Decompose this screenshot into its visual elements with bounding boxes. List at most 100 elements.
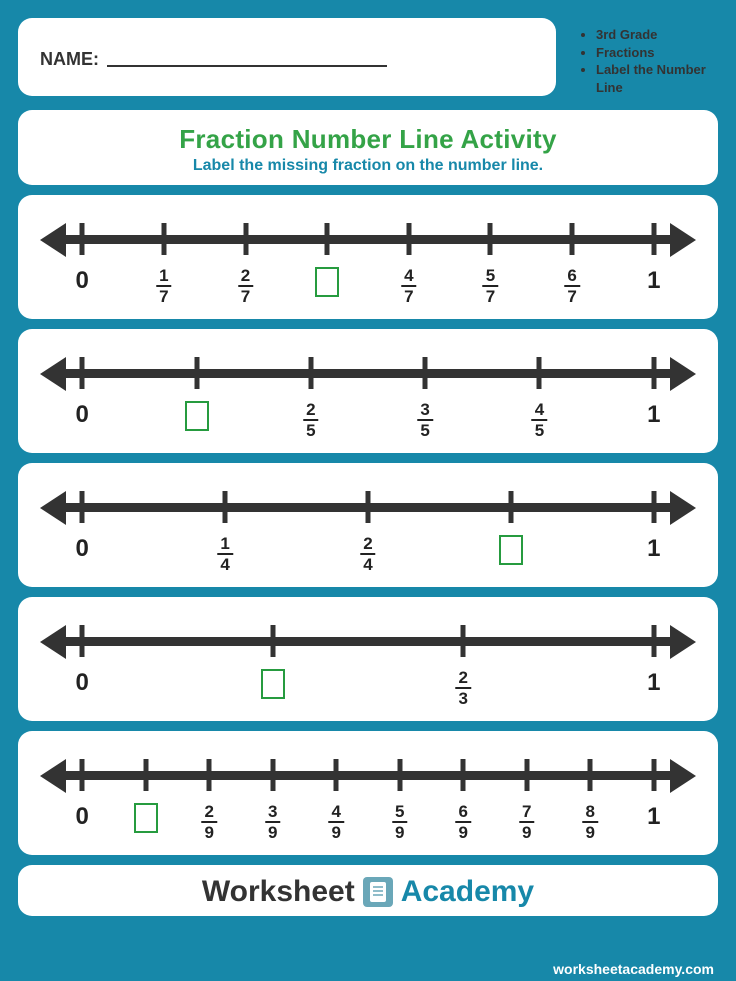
answer-blank[interactable] bbox=[261, 669, 285, 699]
endpoint-label: 1 bbox=[647, 401, 660, 429]
tick-mark bbox=[651, 223, 656, 255]
number-line-panel: 0 14 24 1 bbox=[18, 463, 718, 587]
endpoint-label: 1 bbox=[647, 267, 660, 295]
endpoint-label: 1 bbox=[647, 669, 660, 697]
endpoint-label: 1 bbox=[647, 803, 660, 831]
fraction-label: 79 bbox=[519, 803, 534, 841]
activity-title: Fraction Number Line Activity bbox=[28, 124, 708, 155]
number-line-panels: 0172747576710253545101424102310293949596… bbox=[18, 195, 718, 855]
arrow-left-icon bbox=[40, 223, 66, 257]
tick-mark bbox=[461, 625, 466, 657]
worksheet-icon bbox=[363, 877, 393, 907]
number-line bbox=[64, 347, 672, 397]
number-line-panel: 02535451 bbox=[18, 329, 718, 453]
answer-blank[interactable] bbox=[315, 267, 339, 297]
fraction-label: 25 bbox=[303, 401, 318, 439]
tick-mark bbox=[194, 357, 199, 389]
name-input-line[interactable] bbox=[107, 51, 387, 67]
tick-mark bbox=[461, 759, 466, 791]
activity-subtitle: Label the missing fraction on the number… bbox=[28, 157, 708, 175]
tick-mark bbox=[651, 491, 656, 523]
footer-url: worksheetacademy.com bbox=[553, 961, 714, 977]
number-line-panel: 0293949596979891 bbox=[18, 731, 718, 855]
tick-mark bbox=[508, 491, 513, 523]
fraction-label: 69 bbox=[456, 803, 471, 841]
fraction-label: 67 bbox=[564, 267, 579, 305]
meta-item: Label the Number Line bbox=[596, 61, 712, 96]
arrow-left-icon bbox=[40, 759, 66, 793]
tick-mark bbox=[397, 759, 402, 791]
header-row: NAME: 3rd Grade Fractions Label the Numb… bbox=[18, 18, 718, 96]
fraction-label: 39 bbox=[265, 803, 280, 841]
number-line-labels: 0293949596979891 bbox=[64, 803, 672, 843]
tick-mark bbox=[80, 491, 85, 523]
number-line bbox=[64, 481, 672, 531]
answer-blank[interactable] bbox=[185, 401, 209, 431]
endpoint-label: 1 bbox=[647, 535, 660, 563]
arrow-right-icon bbox=[670, 357, 696, 391]
fraction-label: 27 bbox=[238, 267, 253, 305]
number-line-panel: 017274757671 bbox=[18, 195, 718, 319]
tick-mark bbox=[223, 491, 228, 523]
endpoint-label: 0 bbox=[76, 401, 89, 429]
tick-mark bbox=[488, 223, 493, 255]
tick-mark bbox=[537, 357, 542, 389]
tick-mark bbox=[270, 759, 275, 791]
meta-item: 3rd Grade bbox=[596, 26, 712, 44]
tick-mark bbox=[651, 759, 656, 791]
name-box: NAME: bbox=[18, 18, 556, 96]
tick-mark bbox=[334, 759, 339, 791]
tick-mark bbox=[325, 223, 330, 255]
fraction-label: 14 bbox=[217, 535, 232, 573]
endpoint-label: 0 bbox=[76, 267, 89, 295]
tick-mark bbox=[406, 223, 411, 255]
arrow-left-icon bbox=[40, 357, 66, 391]
name-label: NAME: bbox=[40, 49, 99, 70]
arrow-right-icon bbox=[670, 625, 696, 659]
number-line-panel: 0 23 1 bbox=[18, 597, 718, 721]
meta-list: 3rd Grade Fractions Label the Number Lin… bbox=[568, 18, 718, 96]
fraction-label: 24 bbox=[360, 535, 375, 573]
activity-header: Fraction Number Line Activity Label the … bbox=[18, 110, 718, 185]
number-line-bar bbox=[64, 235, 672, 244]
tick-mark bbox=[308, 357, 313, 389]
number-line bbox=[64, 749, 672, 799]
tick-mark bbox=[423, 357, 428, 389]
answer-blank[interactable] bbox=[499, 535, 523, 565]
footer-brand: Worksheet Academy bbox=[18, 875, 718, 909]
number-line bbox=[64, 213, 672, 263]
arrow-right-icon bbox=[670, 759, 696, 793]
arrow-left-icon bbox=[40, 625, 66, 659]
tick-mark bbox=[588, 759, 593, 791]
tick-mark bbox=[651, 357, 656, 389]
fraction-label: 29 bbox=[202, 803, 217, 841]
number-line-labels: 02535451 bbox=[64, 401, 672, 441]
tick-mark bbox=[80, 759, 85, 791]
number-line-bar bbox=[64, 369, 672, 378]
tick-mark bbox=[570, 223, 575, 255]
footer: Worksheet Academy bbox=[18, 865, 718, 916]
fraction-label: 57 bbox=[483, 267, 498, 305]
answer-blank[interactable] bbox=[134, 803, 158, 833]
tick-mark bbox=[161, 223, 166, 255]
fraction-label: 47 bbox=[401, 267, 416, 305]
number-line-bar bbox=[64, 771, 672, 780]
tick-mark bbox=[366, 491, 371, 523]
fraction-label: 89 bbox=[583, 803, 598, 841]
tick-mark bbox=[80, 357, 85, 389]
tick-mark bbox=[207, 759, 212, 791]
number-line-labels: 0 23 1 bbox=[64, 669, 672, 709]
fraction-label: 23 bbox=[456, 669, 471, 707]
meta-item: Fractions bbox=[596, 44, 712, 62]
brand-left: Worksheet bbox=[202, 875, 355, 909]
tick-mark bbox=[524, 759, 529, 791]
arrow-right-icon bbox=[670, 223, 696, 257]
fraction-label: 49 bbox=[329, 803, 344, 841]
endpoint-label: 0 bbox=[76, 803, 89, 831]
tick-mark bbox=[243, 223, 248, 255]
fraction-label: 35 bbox=[417, 401, 432, 439]
endpoint-label: 0 bbox=[76, 669, 89, 697]
endpoint-label: 0 bbox=[76, 535, 89, 563]
tick-mark bbox=[651, 625, 656, 657]
tick-mark bbox=[80, 223, 85, 255]
